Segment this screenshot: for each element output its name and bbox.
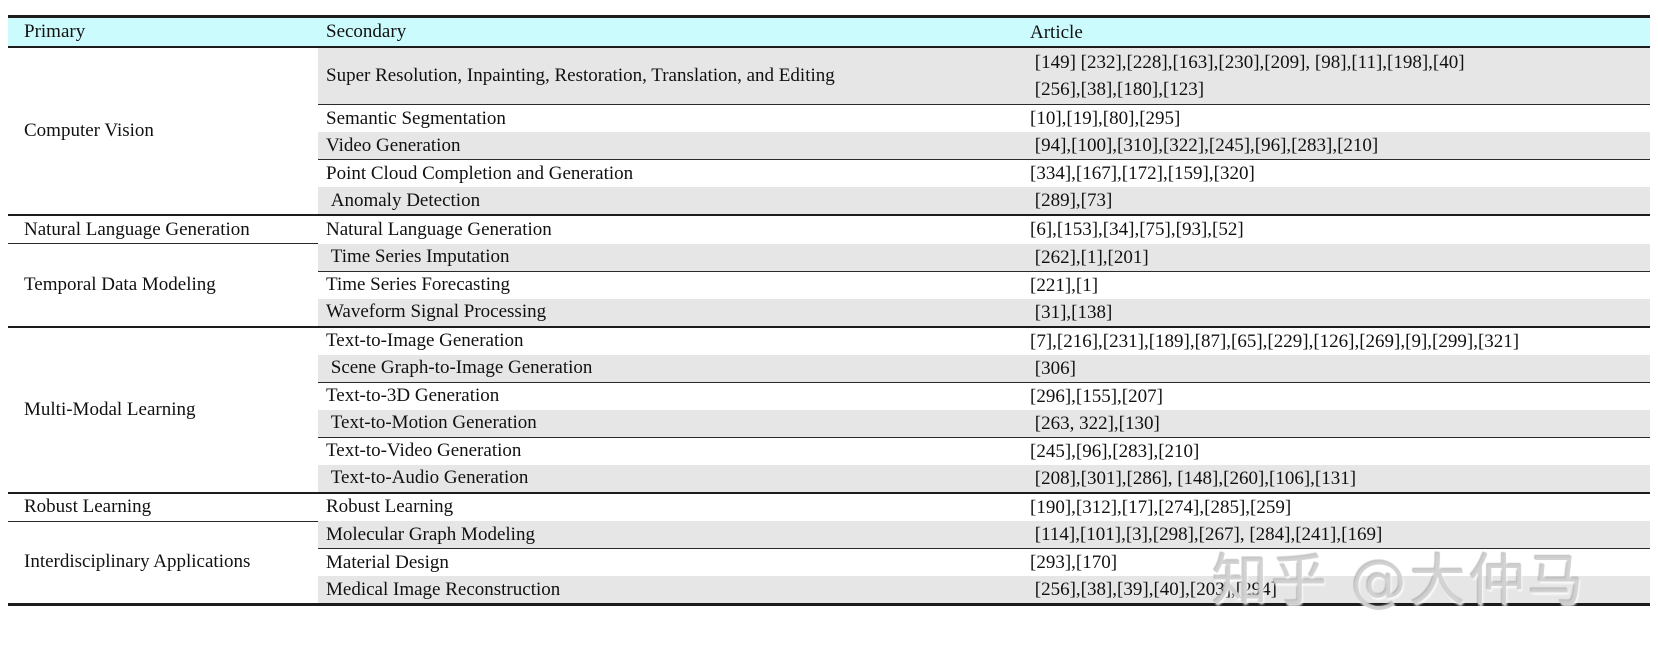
article-cell: [31],[138] (1020, 298, 1650, 328)
secondary-cell: Waveform Signal Processing (318, 298, 1020, 328)
primary-group-computer-vision: Computer Vision (8, 47, 318, 216)
table-row: Text-to-Audio Generation [208],[301],[28… (8, 464, 1650, 494)
header-secondary: Secondary (318, 16, 1020, 48)
primary-group-temporal-data-modeling: Temporal Data Modeling (8, 243, 318, 328)
primary-group-multi-modal-learning: Multi-Modal Learning (8, 326, 318, 494)
table-row: Scene Graph-to-Image Generation [306] (8, 354, 1650, 383)
table-row: Point Cloud Completion and Generation [3… (8, 160, 1650, 188)
table-row: Temporal Data Modeling Time Series Imput… (8, 243, 1650, 328)
article-cell: [7],[216],[231],[189],[87],[65],[229],[1… (1030, 330, 1520, 352)
primary-group-natural-language-generation: Natural Language Generation (8, 215, 318, 244)
secondary-cell: Time Series Forecasting (326, 274, 511, 295)
secondary-cell: Time Series Imputation (318, 243, 1020, 272)
table-row: Time Series Forecasting [221],[1] (8, 271, 1650, 299)
secondary-cell: Material Design (326, 551, 449, 573)
table-row: Material Design [293],[170] (8, 549, 1650, 577)
table-row: Semantic Segmentation [10],[19],[80],[29… (8, 105, 1650, 133)
article-cell: [262],[1],[201] (1020, 243, 1650, 272)
table-row: Text-to-3D Generation [296],[155],[207] (8, 382, 1650, 410)
secondary-cell: Text-to-3D Generation (326, 385, 500, 406)
secondary-cell: Anomaly Detection (318, 187, 1020, 216)
secondary-cell: Text-to-Video Generation (326, 440, 522, 461)
primary-group-robust-learning: Robust Learning (8, 492, 318, 522)
secondary-cell: Molecular Graph Modeling (318, 521, 1020, 549)
table-row: Text-to-Motion Generation [263, 322],[13… (8, 409, 1650, 438)
article-cell: [114],[101],[3],[298],[267], [284],[241]… (1020, 521, 1650, 549)
secondary-cell: Text-to-Motion Generation (318, 409, 1020, 438)
table-row: Video Generation [94],[100],[310],[322],… (8, 132, 1650, 160)
table-row: Robust Learning Robust Learning [190],[3… (8, 492, 1650, 522)
table-row: Multi-Modal Learning Text-to-Image Gener… (8, 326, 1650, 494)
secondary-cell: Robust Learning (326, 496, 454, 518)
applications-table: Primary Secondary Article Computer Visio… (8, 15, 1650, 606)
header-article: Article (1020, 16, 1650, 48)
zhihu-watermark: 知乎 @大仲马 (1212, 549, 1587, 614)
secondary-cell: Text-to-Audio Generation (318, 464, 1020, 494)
article-cell: [263, 322],[130] (1020, 409, 1650, 438)
table-row: Computer Vision Super Resolution, Inpain… (8, 47, 1650, 216)
article-cell: [245],[96],[283],[210] (1030, 440, 1200, 462)
table-row: Text-to-Video Generation [245],[96],[283… (8, 437, 1650, 465)
secondary-cell: Text-to-Image Generation (326, 330, 524, 351)
secondary-cell: Video Generation (318, 132, 1020, 160)
table-row: Natural Language Generation Natural Lang… (8, 215, 1650, 244)
article-cell: [190],[312],[17],[274],[285],[259] (1030, 496, 1292, 518)
article-cell: [94],[100],[310],[322],[245],[96],[283],… (1020, 132, 1650, 160)
secondary-cell: Natural Language Generation (326, 218, 552, 240)
article-cell: [306] (1020, 354, 1650, 383)
secondary-cell: Point Cloud Completion and Generation (326, 162, 634, 184)
primary-group-interdisciplinary-applications: Interdisciplinary Applications (24, 551, 251, 573)
article-cell: [221],[1] (1030, 274, 1099, 296)
table-row: Anomaly Detection [289],[73] (8, 187, 1650, 216)
article-cell: [296],[155],[207] (1030, 385, 1163, 407)
article-cell: [6],[153],[34],[75],[93],[52] (1030, 219, 1244, 241)
article-cell: [208],[301],[286], [148],[260],[106],[13… (1020, 464, 1650, 494)
table-header-row: Primary Secondary Article (8, 16, 1650, 48)
table-row: Interdisciplinary Applications Molecular… (8, 521, 1650, 572)
table-row: Waveform Signal Processing [31],[138] (8, 298, 1650, 328)
article-cell: [334],[167],[172],[159],[320] (1030, 163, 1255, 184)
article-cell: [10],[19],[80],[295] (1030, 108, 1181, 129)
table-row: Medical Image Reconstruction [256],[38],… (8, 576, 1650, 605)
secondary-cell: Semantic Segmentation (326, 107, 506, 129)
secondary-cell: Scene Graph-to-Image Generation (318, 354, 1020, 383)
article-cell: [256],[38],[39],[40],[203],[294] (1020, 576, 1650, 605)
article-cell: [289],[73] (1020, 187, 1650, 216)
article-cell: [149] [232],[228],[163],[230],[209], [98… (1020, 47, 1650, 105)
article-cell: [293],[170] (1030, 552, 1118, 573)
secondary-cell: Medical Image Reconstruction (318, 576, 1020, 605)
header-primary: Primary (8, 16, 318, 48)
secondary-cell: Super Resolution, Inpainting, Restoratio… (318, 47, 1020, 105)
